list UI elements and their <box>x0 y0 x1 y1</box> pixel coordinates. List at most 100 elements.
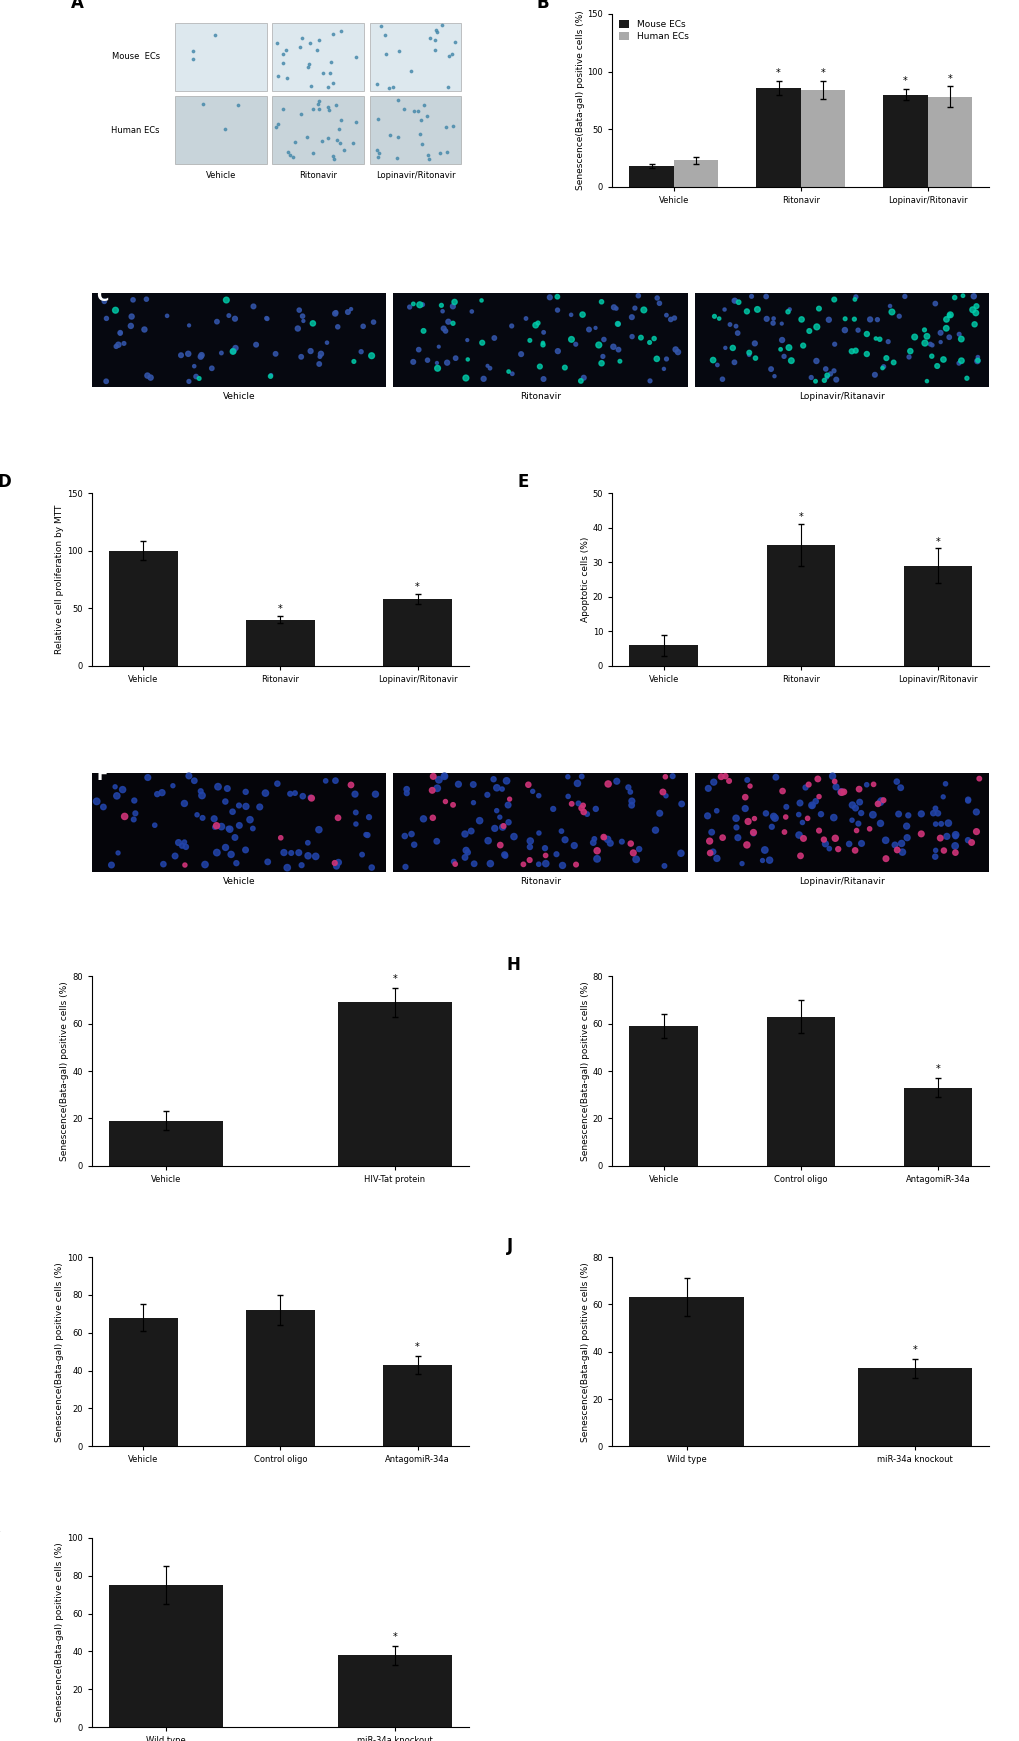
Point <box>319 329 335 357</box>
Point <box>213 813 229 841</box>
Point <box>946 284 962 312</box>
Point <box>319 73 335 101</box>
Point <box>712 763 729 790</box>
FancyBboxPatch shape <box>272 23 364 91</box>
Point <box>950 320 966 348</box>
Point <box>262 362 278 390</box>
Point <box>818 364 835 392</box>
Point <box>347 799 364 827</box>
Point <box>294 306 311 334</box>
Point <box>377 21 393 49</box>
Point <box>204 355 220 383</box>
Point <box>937 315 954 343</box>
Text: Ritonavir: Ritonavir <box>299 171 336 179</box>
Text: *: * <box>798 512 802 522</box>
Point <box>209 839 225 867</box>
Point <box>184 45 201 73</box>
Point <box>460 345 476 373</box>
Point <box>140 362 156 390</box>
Point <box>437 787 453 815</box>
Point <box>851 789 867 817</box>
Point <box>537 841 553 869</box>
Point <box>440 308 457 336</box>
Point <box>901 338 917 366</box>
Point <box>866 360 882 388</box>
Point <box>825 331 842 359</box>
Point <box>749 296 765 324</box>
Point <box>303 73 319 101</box>
Point <box>631 836 647 864</box>
FancyBboxPatch shape <box>694 292 988 387</box>
Point <box>294 782 311 810</box>
Point <box>328 125 344 153</box>
Point <box>471 806 487 834</box>
Point <box>371 139 387 167</box>
Point <box>449 770 466 797</box>
Point <box>220 815 236 843</box>
Point <box>666 336 683 364</box>
Point <box>730 289 746 317</box>
Point <box>221 815 237 843</box>
Point <box>230 792 247 820</box>
Point <box>937 822 954 850</box>
Point <box>586 825 602 853</box>
Y-axis label: Senescence(Bata-gal) positive cells (%): Senescence(Bata-gal) positive cells (%) <box>55 1543 64 1722</box>
Point <box>430 333 446 360</box>
Point <box>931 327 948 355</box>
Text: Mouse  ECs: Mouse ECs <box>111 52 160 61</box>
Point <box>772 310 789 338</box>
Point <box>829 836 846 864</box>
Point <box>369 70 385 97</box>
Point <box>231 811 248 839</box>
Point <box>410 97 426 125</box>
Point <box>871 810 888 837</box>
Point <box>807 367 823 395</box>
Point <box>713 366 730 393</box>
Bar <box>903 566 971 665</box>
Point <box>269 110 285 138</box>
Point <box>434 12 450 40</box>
Point <box>879 327 896 355</box>
Point <box>217 787 233 815</box>
Text: Vehicle: Vehicle <box>205 171 235 179</box>
Point <box>311 350 327 378</box>
Point <box>703 818 719 846</box>
Point <box>567 331 583 359</box>
Point <box>812 801 828 829</box>
Point <box>657 301 674 329</box>
Point <box>877 844 894 872</box>
Point <box>562 301 579 329</box>
Point <box>853 829 869 857</box>
Y-axis label: Senescence(Bata-gal) positive cells (%): Senescence(Bata-gal) positive cells (%) <box>580 1262 589 1442</box>
Point <box>431 139 447 167</box>
Point <box>946 832 962 860</box>
Text: *: * <box>415 581 420 592</box>
Bar <box>766 1017 835 1166</box>
Point <box>126 787 143 815</box>
Point <box>226 823 243 851</box>
Point <box>518 305 534 333</box>
Bar <box>674 160 717 186</box>
Point <box>881 292 898 320</box>
Point <box>415 804 431 832</box>
Point <box>926 794 943 822</box>
Point <box>535 319 551 346</box>
Point <box>595 823 611 851</box>
Point <box>513 339 529 367</box>
Point <box>761 846 777 874</box>
Point <box>429 355 445 383</box>
Point <box>437 317 453 345</box>
Point <box>864 801 880 829</box>
Point <box>645 324 661 352</box>
Point <box>494 813 511 841</box>
Point <box>237 836 254 864</box>
Bar <box>383 599 451 665</box>
Point <box>593 287 609 315</box>
Point <box>635 296 651 324</box>
Point <box>320 124 336 151</box>
Point <box>536 834 552 862</box>
Point <box>608 768 625 796</box>
Point <box>522 827 538 855</box>
Y-axis label: Senescence(Bata-gal) positive cells (%): Senescence(Bata-gal) positive cells (%) <box>580 982 589 1161</box>
Point <box>210 773 226 801</box>
